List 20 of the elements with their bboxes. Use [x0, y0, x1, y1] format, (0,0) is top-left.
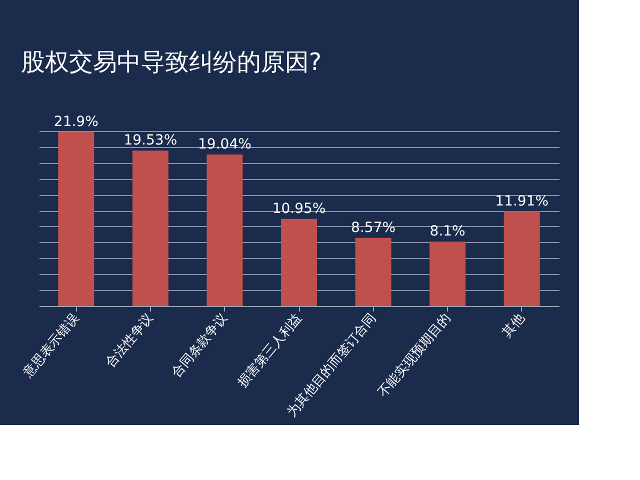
x-tick-label: 合同条款争议 [169, 311, 231, 380]
chart-title: 股权交易中导致纠纷的原因? [20, 48, 322, 76]
data-label: 11.91% [495, 193, 549, 210]
data-label: 21.9% [54, 114, 98, 130]
data-label: 10.95% [272, 200, 326, 217]
bar [355, 238, 392, 306]
x-tick-label: 不能实现预期目的 [375, 311, 454, 400]
bar [430, 242, 466, 306]
data-label: 19.04% [198, 136, 252, 153]
data-label: 19.53% [124, 132, 178, 149]
bar [132, 150, 168, 306]
bar [206, 154, 243, 306]
bar [504, 211, 540, 306]
x-tick-label: 意思表示错误 [20, 311, 82, 382]
x-tick-label: 合法性争议 [103, 311, 157, 370]
bar [281, 218, 317, 306]
x-tick-label: 其他 [500, 311, 528, 341]
data-label: 8.1% [430, 224, 466, 240]
bar [58, 132, 94, 306]
data-label: 8.57% [351, 220, 396, 236]
